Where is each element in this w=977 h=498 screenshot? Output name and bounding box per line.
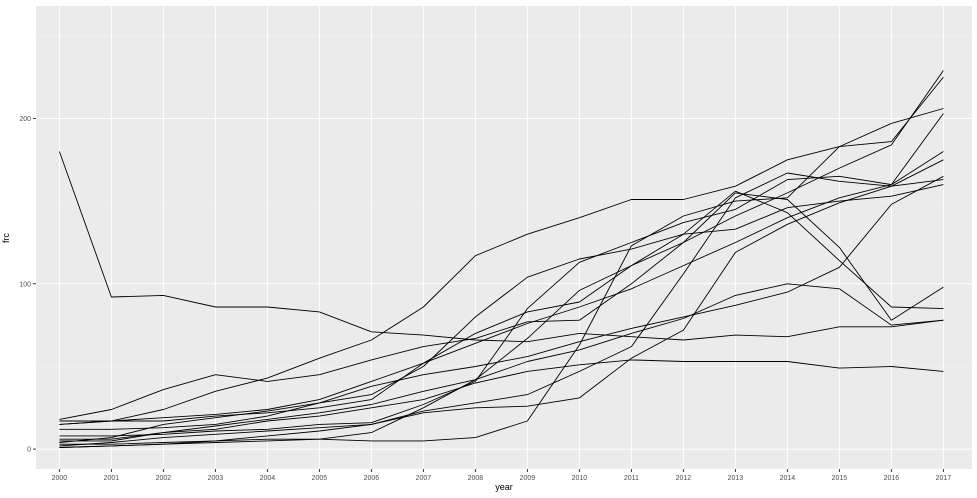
y-axis-title: frc bbox=[1, 233, 11, 243]
x-tick-label: 2010 bbox=[572, 475, 588, 482]
x-axis-title: year bbox=[495, 482, 513, 492]
x-axis-ticks: 2000 2001 2002 2003 2004 2005 2006 2007 2008 2009… bbox=[52, 469, 952, 482]
x-tick-label: 2004 bbox=[260, 475, 276, 482]
x-tick-label: 2008 bbox=[468, 475, 484, 482]
x-tick-label: 2012 bbox=[676, 475, 692, 482]
series-line-14 bbox=[59, 175, 944, 443]
x-tick-label: 2015 bbox=[832, 475, 848, 482]
major-gridlines bbox=[36, 6, 972, 469]
x-tick-label: 2011 bbox=[624, 475, 639, 482]
series-lines bbox=[58, 70, 944, 448]
x-tick-label: 2009 bbox=[520, 475, 536, 482]
series-line-9 bbox=[59, 283, 944, 440]
x-tick-label: 2014 bbox=[780, 475, 796, 482]
y-tick-label: 100 bbox=[19, 281, 31, 288]
series-line-7 bbox=[59, 113, 944, 437]
x-tick-label: 2016 bbox=[884, 475, 900, 482]
x-tick-label: 2001 bbox=[104, 475, 120, 482]
series-line-11 bbox=[59, 159, 944, 448]
x-tick-label: 2002 bbox=[156, 475, 172, 482]
series-line-3 bbox=[59, 108, 944, 425]
series-line-5 bbox=[59, 184, 944, 430]
x-tick-label: 2006 bbox=[364, 475, 380, 482]
minor-gridlines bbox=[36, 35, 972, 367]
x-tick-label: 2005 bbox=[312, 475, 328, 482]
x-tick-label: 2000 bbox=[52, 475, 68, 482]
series-line-2 bbox=[59, 192, 944, 420]
x-tick-label: 2017 bbox=[936, 475, 952, 482]
y-tick-label: 200 bbox=[19, 116, 31, 123]
y-axis-ticks: 0 100 200 bbox=[19, 116, 36, 454]
series-line-6 bbox=[59, 172, 944, 447]
x-tick-label: 2007 bbox=[416, 475, 432, 482]
x-tick-label: 2003 bbox=[208, 475, 224, 482]
series-line-12 bbox=[59, 359, 944, 442]
series-line-13 bbox=[59, 151, 944, 425]
y-tick-label: 0 bbox=[27, 447, 31, 454]
series-line-1 bbox=[58, 151, 944, 343]
plot-panel bbox=[36, 6, 972, 469]
x-tick-label: 2013 bbox=[728, 475, 744, 482]
